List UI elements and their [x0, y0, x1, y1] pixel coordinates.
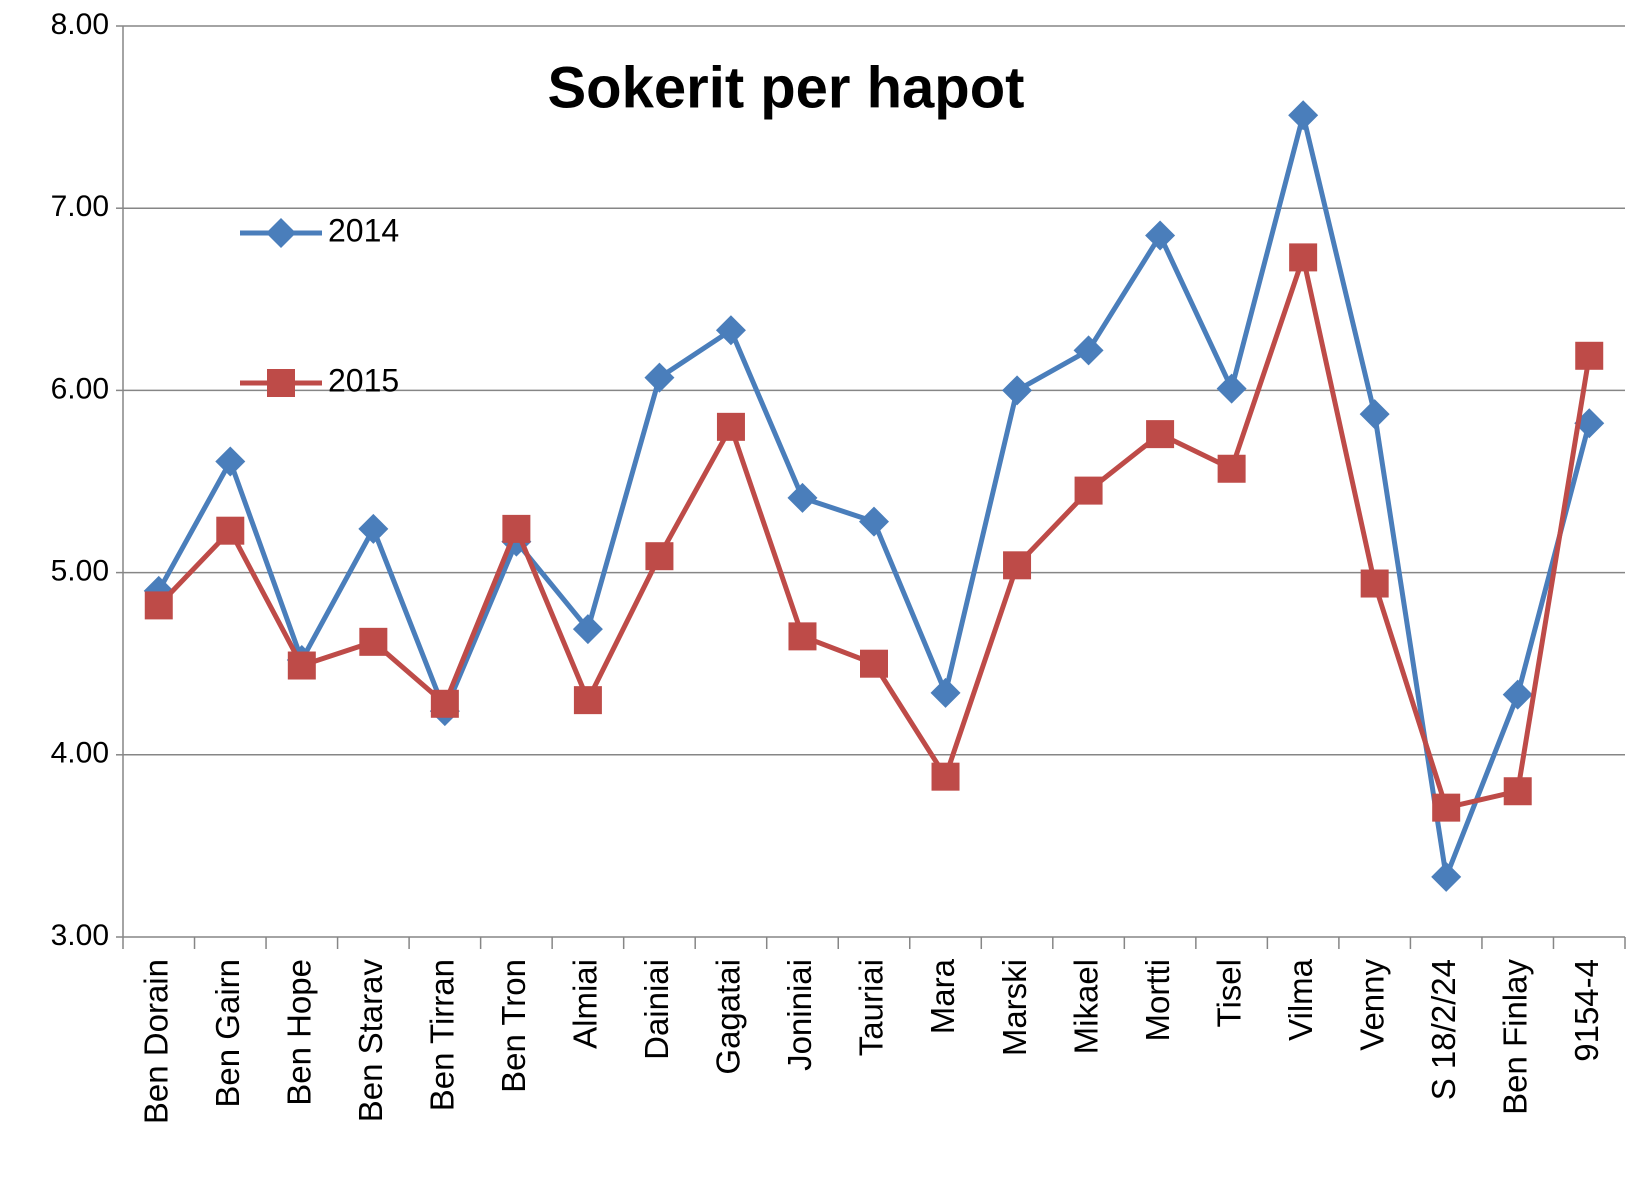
data-point	[216, 516, 245, 545]
data-point	[1288, 100, 1319, 131]
x-tick-label: Almiai	[567, 959, 604, 1049]
chart-title: Sokerit per hapot	[548, 55, 1025, 120]
y-tick-label: 5.00	[51, 555, 109, 588]
x-tick-label: Dainiai	[638, 959, 675, 1060]
data-point	[1502, 679, 1533, 710]
data-point	[215, 446, 246, 477]
data-point	[1289, 243, 1318, 272]
data-point	[1359, 399, 1390, 430]
data-point	[1217, 454, 1246, 483]
x-tick-label: Vilma	[1282, 958, 1319, 1041]
data-point	[1575, 341, 1604, 370]
x-tick-label: Ben Tron	[495, 959, 532, 1093]
x-tick-label: Mara	[924, 958, 961, 1034]
data-point	[358, 513, 389, 544]
x-tick-label: S 18/2/24	[1425, 959, 1462, 1100]
y-tick-label: 4.00	[51, 737, 109, 770]
data-point	[859, 506, 889, 537]
x-tick-label: Tauriai	[853, 959, 890, 1056]
x-tick-label: Ben Finlay	[1496, 959, 1533, 1115]
data-point	[430, 689, 459, 718]
x-tick-label: Ben Dorain	[137, 959, 174, 1124]
y-tick-label: 8.00	[51, 8, 109, 41]
x-tick-label: Tisel	[1210, 959, 1247, 1027]
data-point	[572, 614, 603, 645]
data-point	[1145, 220, 1176, 251]
data-point	[573, 686, 602, 715]
data-point	[1002, 375, 1033, 406]
x-tick-label: Ben Hope	[281, 959, 318, 1106]
x-tick-label: Mikael	[1067, 959, 1104, 1054]
data-point	[287, 651, 316, 680]
data-point	[931, 762, 960, 791]
data-point	[144, 591, 173, 620]
data-point	[788, 622, 817, 651]
legend-label: 2014	[328, 212, 399, 248]
y-tick-label: 7.00	[51, 190, 109, 223]
legend-marker	[267, 369, 295, 397]
x-tick-label: Ben Gairn	[209, 959, 246, 1108]
data-point	[1146, 420, 1175, 449]
x-tick-label: Venny	[1353, 959, 1390, 1051]
data-point	[930, 677, 961, 708]
x-tick-label: Ben Tirran	[424, 959, 461, 1111]
data-point	[1003, 551, 1032, 580]
data-point	[860, 649, 888, 678]
x-tick-label: Mortti	[1139, 959, 1176, 1042]
data-point	[1431, 861, 1462, 892]
x-tick-label: Marski	[996, 959, 1033, 1056]
data-point	[715, 315, 746, 346]
data-point	[502, 514, 531, 543]
data-point	[1360, 569, 1389, 598]
x-tick-label: Joniniai	[781, 959, 818, 1071]
x-tick-label: Ben Starav	[352, 959, 389, 1123]
data-point	[1503, 777, 1532, 806]
data-point	[1216, 373, 1247, 404]
data-point	[787, 482, 818, 513]
data-point	[645, 542, 674, 571]
data-point	[1073, 335, 1104, 366]
data-point	[1074, 476, 1103, 505]
data-point	[716, 412, 745, 441]
x-tick-label: Gagatai	[710, 959, 747, 1075]
legend-marker	[266, 218, 296, 248]
data-point	[359, 627, 388, 656]
data-point	[644, 362, 675, 393]
y-tick-label: 6.00	[51, 372, 109, 405]
data-point	[1432, 793, 1461, 822]
y-tick-label: 3.00	[51, 919, 109, 952]
x-tick-label: 9154-4	[1568, 959, 1605, 1062]
legend-label: 2015	[328, 362, 399, 398]
